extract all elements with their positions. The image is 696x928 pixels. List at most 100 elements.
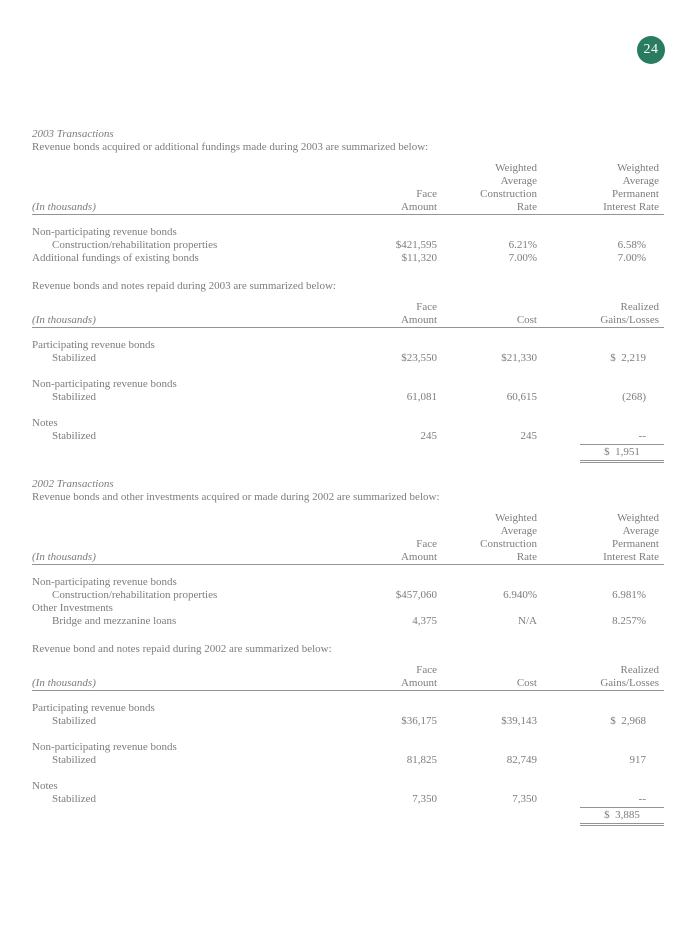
cell-value: 7.00%: [617, 252, 646, 264]
cell-value: [537, 215, 664, 240]
cell-value: 7,350: [512, 793, 537, 805]
cell-value: [332, 602, 437, 615]
cell-value: $11,320: [401, 252, 437, 264]
row-label: Additional fundings of existing bonds: [32, 252, 199, 264]
table-row: Bridge and mezzanine loans 4,375 N/A 8.257%: [32, 615, 664, 628]
in-thousands-cell: (In thousands): [32, 512, 332, 565]
cell-value: [332, 565, 437, 590]
total-empty-cell: [332, 443, 437, 463]
col-header: Realized Gains/Losses: [537, 301, 664, 328]
cell-value: 7.00%: [508, 252, 537, 264]
cell-value: (268): [622, 391, 646, 403]
total-empty-cell: [32, 806, 332, 826]
cell-value: [332, 378, 437, 391]
table-header-row: (In thousands) Face Amount Cost Realized Ga…: [32, 664, 664, 691]
spacer-cell: [437, 365, 537, 378]
table-row: Participating revenue bonds: [32, 328, 664, 353]
section-1: 2003 Transactions Revenue bonds acquired …: [32, 128, 664, 265]
row-label: Notes: [32, 417, 58, 429]
cell-value: 917: [629, 754, 647, 766]
col-header: Cost: [437, 664, 537, 691]
cell-value: 8.257%: [612, 615, 646, 627]
intro-text: Revenue bonds acquired or additional fun…: [32, 141, 429, 153]
cell-value: $457,060: [395, 589, 437, 601]
cell-value: [332, 741, 437, 754]
cell-value: --: [638, 793, 646, 805]
spacer-cell: [437, 728, 537, 741]
table-header-row: (In thousands) Face Amount Weighted Averag…: [32, 512, 664, 565]
spacer-cell: [32, 365, 332, 378]
table-row: Additional fundings of existing bonds $11…: [32, 252, 664, 265]
col-header: Weighted Average Construction Rate: [437, 162, 537, 215]
spacer-cell: [437, 404, 537, 417]
cell-value: [437, 780, 537, 793]
row-label: Non-participating revenue bonds: [32, 378, 177, 390]
spacer-row: [32, 404, 664, 417]
in-thousands-cell: (In thousands): [32, 162, 332, 215]
cell-value: [332, 691, 437, 716]
table-row: Stabilized $23,550 $21,330 $ 2,219: [32, 352, 664, 365]
row-label: Stabilized: [52, 715, 96, 727]
total-empty-cell: [332, 806, 437, 826]
spacer-cell: [537, 728, 664, 741]
cell-value: 82,749: [506, 754, 537, 766]
cell-value: [537, 417, 664, 430]
row-label: Stabilized: [52, 352, 96, 364]
cell-value: [437, 565, 537, 590]
spacer-row: [32, 365, 664, 378]
total-cell: $ 1,951: [537, 443, 664, 463]
col-header: Face Amount: [332, 664, 437, 691]
spacer-cell: [32, 404, 332, 417]
cell-value: [537, 741, 664, 754]
row-label: Construction/rehabilitation properties: [52, 239, 218, 251]
row-label: Construction/rehabilitation properties: [52, 589, 218, 601]
total-row: $ 3,885: [32, 806, 664, 826]
cell-value: [537, 378, 664, 391]
total-empty-cell: [437, 443, 537, 463]
financial-table: (In thousands) Face Amount Weighted Averag…: [32, 162, 664, 265]
table-row: Stabilized 81,825 82,749 917: [32, 754, 664, 767]
cell-value: 6.21%: [508, 239, 537, 251]
cell-value: 245: [520, 430, 538, 442]
col-header: Face Amount: [332, 301, 437, 328]
financial-table: (In thousands) Face Amount Cost Realized Ga…: [32, 664, 664, 826]
cell-value: [437, 328, 537, 353]
page-number-badge: 24: [637, 36, 665, 64]
total-row: $ 1,951: [32, 443, 664, 463]
in-thousands-cell: (In thousands): [32, 301, 332, 328]
table-row: Construction/rehabilitation properties $4…: [32, 589, 664, 602]
col-header: Face Amount: [332, 512, 437, 565]
in-thousands-label: (In thousands): [32, 677, 96, 689]
spacer-cell: [332, 365, 437, 378]
row-label: Non-participating revenue bonds: [32, 741, 177, 753]
in-thousands-label: (In thousands): [32, 551, 96, 563]
row-label: Notes: [32, 780, 58, 792]
row-label: Non-participating revenue bonds: [32, 226, 177, 238]
page-content: 2003 Transactions Revenue bonds acquired …: [32, 128, 664, 841]
table-row: Non-participating revenue bonds: [32, 378, 664, 391]
cell-value: [332, 215, 437, 240]
cell-value: [332, 780, 437, 793]
row-label: Stabilized: [52, 430, 96, 442]
cell-value: $39,143: [501, 715, 537, 727]
section-title: 2002 Transactions: [32, 478, 114, 490]
table-row: Participating revenue bonds: [32, 691, 664, 716]
cell-value: [437, 215, 537, 240]
section-2: Revenue bonds and notes repaid during 20…: [32, 280, 664, 463]
section-title: 2003 Transactions: [32, 128, 114, 140]
table-row: Non-participating revenue bonds: [32, 215, 664, 240]
in-thousands-label: (In thousands): [32, 201, 96, 213]
cell-value: 6.58%: [617, 239, 646, 251]
row-label: Participating revenue bonds: [32, 339, 155, 351]
intro-text: Revenue bonds and notes repaid during 20…: [32, 280, 336, 292]
row-label: Stabilized: [52, 754, 96, 766]
cell-value: $36,175: [401, 715, 437, 727]
table-row: Stabilized 61,081 60,615 (268): [32, 391, 664, 404]
col-header: Weighted Average Permanent Interest Rate: [537, 162, 664, 215]
table-row: Notes: [32, 780, 664, 793]
cell-value: [537, 602, 664, 615]
spacer-row: [32, 767, 664, 780]
spacer-cell: [332, 767, 437, 780]
cell-value: [437, 602, 537, 615]
